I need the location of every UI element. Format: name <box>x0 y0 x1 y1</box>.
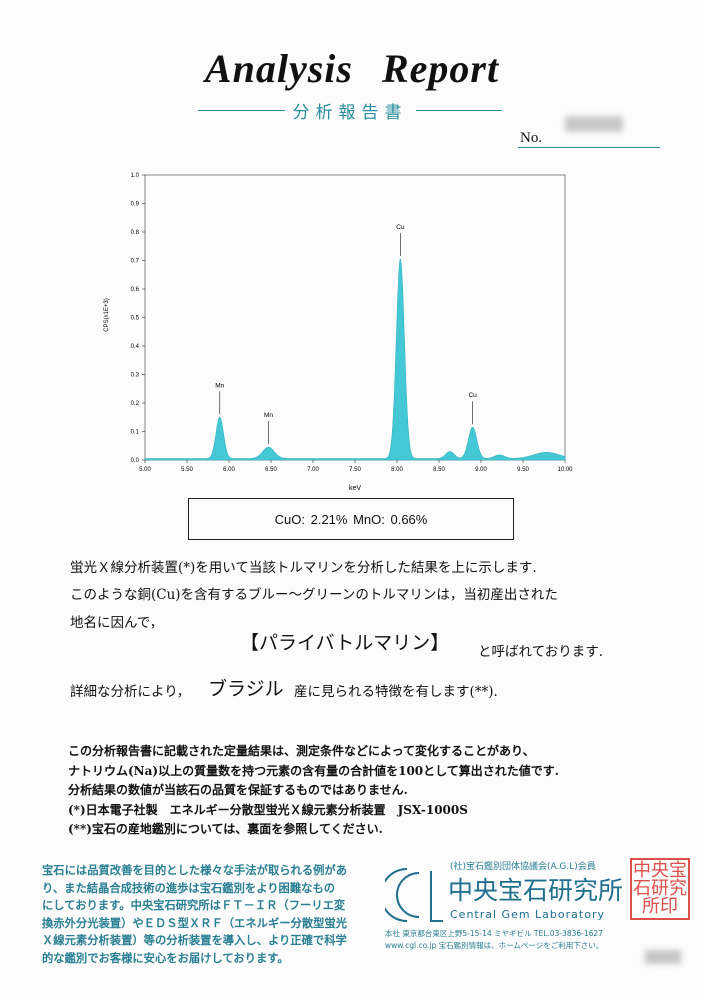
xrf-spectrum-chart: 5.00 5.50 6.00 6.50 7.00 7.50 8.00 8.50 9.00 9.50… <box>104 173 573 492</box>
seal-glyph: 中 <box>633 860 651 881</box>
x-tick-label: 6.00 <box>223 467 235 473</box>
report-number-redacted <box>565 116 623 132</box>
y-tick-label: 0.4 <box>131 344 140 350</box>
peak-label: Mn <box>264 412 273 419</box>
peak-label: Mn <box>215 382 224 389</box>
seal-glyph: 研 <box>651 878 669 899</box>
y-tick-label: 0.3 <box>131 373 140 379</box>
y-tick-label: 0.0 <box>131 458 140 464</box>
report-title: Analysis Report <box>204 46 500 91</box>
address: 本社 東京都台東区上野5-15-14 ミヤギビル TEL.03-3836-162… <box>385 928 603 952</box>
x-tick-label: 10.00 <box>557 467 573 473</box>
peak-label: Cu <box>396 224 405 231</box>
y-axis-label: CPS(x1E+3) <box>104 298 110 332</box>
association-text: (社)宝石鑑別団体協議会(A.G.L)会員 <box>450 862 596 872</box>
footer-note-line: り、また結晶合成技術の進歩は宝石鑑別をより困難なもの <box>42 880 336 895</box>
footer-note-line: 換赤外分光装置）やＥＤＳ型ＸＲＦ（エネルギー分散型蛍光 <box>42 915 348 930</box>
footer-note: 宝石には品質改善を目的とした様々な手法が取られる例があ り、また結晶合成技術の進… <box>42 862 372 967</box>
body-line: このような銅(Cu)を含有するブルー～グリーンのトルマリンは，当初産出された <box>70 587 558 603</box>
website: www.cgl.co.jp 宝石鑑別情報は、ホームページをご利用下さい。 <box>385 941 604 950</box>
y-tick-label: 0.1 <box>131 430 140 436</box>
redacted-mark <box>645 950 681 964</box>
footer-note-line: Ｘ線元素分析装置）等の分析装置を導入し、より正確で科学 <box>42 933 347 947</box>
seal-glyph: 究 <box>669 878 687 899</box>
footer-note-line: 的な鑑別でお客様に安心をお届けしております。 <box>42 950 289 965</box>
footer-note-line: にしております。中央宝石研究所はＦＴ－ＩＲ（フーリエ変 <box>42 898 346 912</box>
x-tick-label: 7.00 <box>307 467 319 473</box>
gem-name: 【パライバトルマリン】 <box>240 632 450 654</box>
seal-glyph: 石 <box>633 878 651 899</box>
spectrum-area <box>144 258 566 461</box>
lab-name-en: Central Gem Laboratory <box>450 908 605 921</box>
note-line: (**)宝石の産地鑑別については、裏面を参照してください. <box>68 822 383 836</box>
body-line: と呼ばれております. <box>478 644 603 660</box>
x-tick-label: 8.00 <box>391 467 403 473</box>
seal-glyph: 宝 <box>669 860 687 881</box>
seal-glyph: 央 <box>651 860 669 881</box>
note-line: この分析報告書に記載された定量結果は、測定条件などによって変化することがあり、 <box>68 744 535 758</box>
origin: ブラジル <box>208 678 284 700</box>
seal-glyph: 所 <box>642 896 660 917</box>
x-axis-label: keV <box>349 485 361 492</box>
y-tick-label: 0.8 <box>131 230 140 236</box>
y-tick-label: 0.9 <box>131 202 140 208</box>
lab-name-jp: 中央宝石研究所 <box>448 876 624 905</box>
x-tick-label: 8.50 <box>433 467 445 473</box>
y-tick-label: 0.7 <box>131 259 140 265</box>
x-tick-label: 7.50 <box>349 467 361 473</box>
x-tick-label: 5.00 <box>139 467 151 473</box>
footer-note-line: 宝石には品質改善を目的とした様々な手法が取られる例があ <box>42 863 348 877</box>
y-tick-label: 0.2 <box>131 401 140 407</box>
notes: この分析報告書に記載された定量結果は、測定条件などによって変化することがあり、 … <box>68 742 559 840</box>
peak-label: Cu <box>468 392 477 399</box>
y-tick-label: 0.6 <box>131 287 140 293</box>
body-line: 蛍光Ｘ線分析装置(*)を用いて当該トルマリンを分析した結果を上に示します. <box>70 560 537 576</box>
y-tick-label: 1.0 <box>131 173 140 179</box>
subtitle-text: 分析報告書 <box>292 103 408 123</box>
body-line: 産に見られる特徴を有します(**). <box>294 684 498 700</box>
x-tick-label: 6.50 <box>265 467 277 473</box>
body-line: 詳細な分析により， <box>70 684 191 700</box>
seal-glyph: 印 <box>660 896 678 917</box>
cgl-logo <box>385 868 443 922</box>
note-line: 分析結果の数値が当該石の品質を保証するものではありません. <box>68 783 408 797</box>
plot-frame <box>144 174 566 461</box>
note-line: ナトリウム(Na)以上の質量数を持つ元素の含有量の合計値を100として算出された… <box>68 763 559 778</box>
red-seal-stamp: 中央宝石研究所印 <box>630 858 690 920</box>
report-number-label: No. <box>520 130 543 146</box>
report-subtitle: 分析報告書 <box>190 98 510 123</box>
x-tick-label: 9.50 <box>517 467 529 473</box>
address-line: 本社 東京都台東区上野5-15-14 ミヤギビル TEL.03-3836-162… <box>385 929 603 938</box>
x-tick-label: 5.50 <box>181 467 193 473</box>
result-box: CuO: 2.21% MnO: 0.66% <box>188 498 514 540</box>
y-tick-label: 0.5 <box>131 316 140 322</box>
note-line: (*)日本電子社製 エネルギー分散型蛍光Ｘ線元素分析装置 JSX-1000S <box>68 802 468 817</box>
body-line: 地名に因んで， <box>70 615 164 631</box>
x-tick-label: 9.00 <box>475 467 487 473</box>
report-number-underline <box>518 147 660 148</box>
